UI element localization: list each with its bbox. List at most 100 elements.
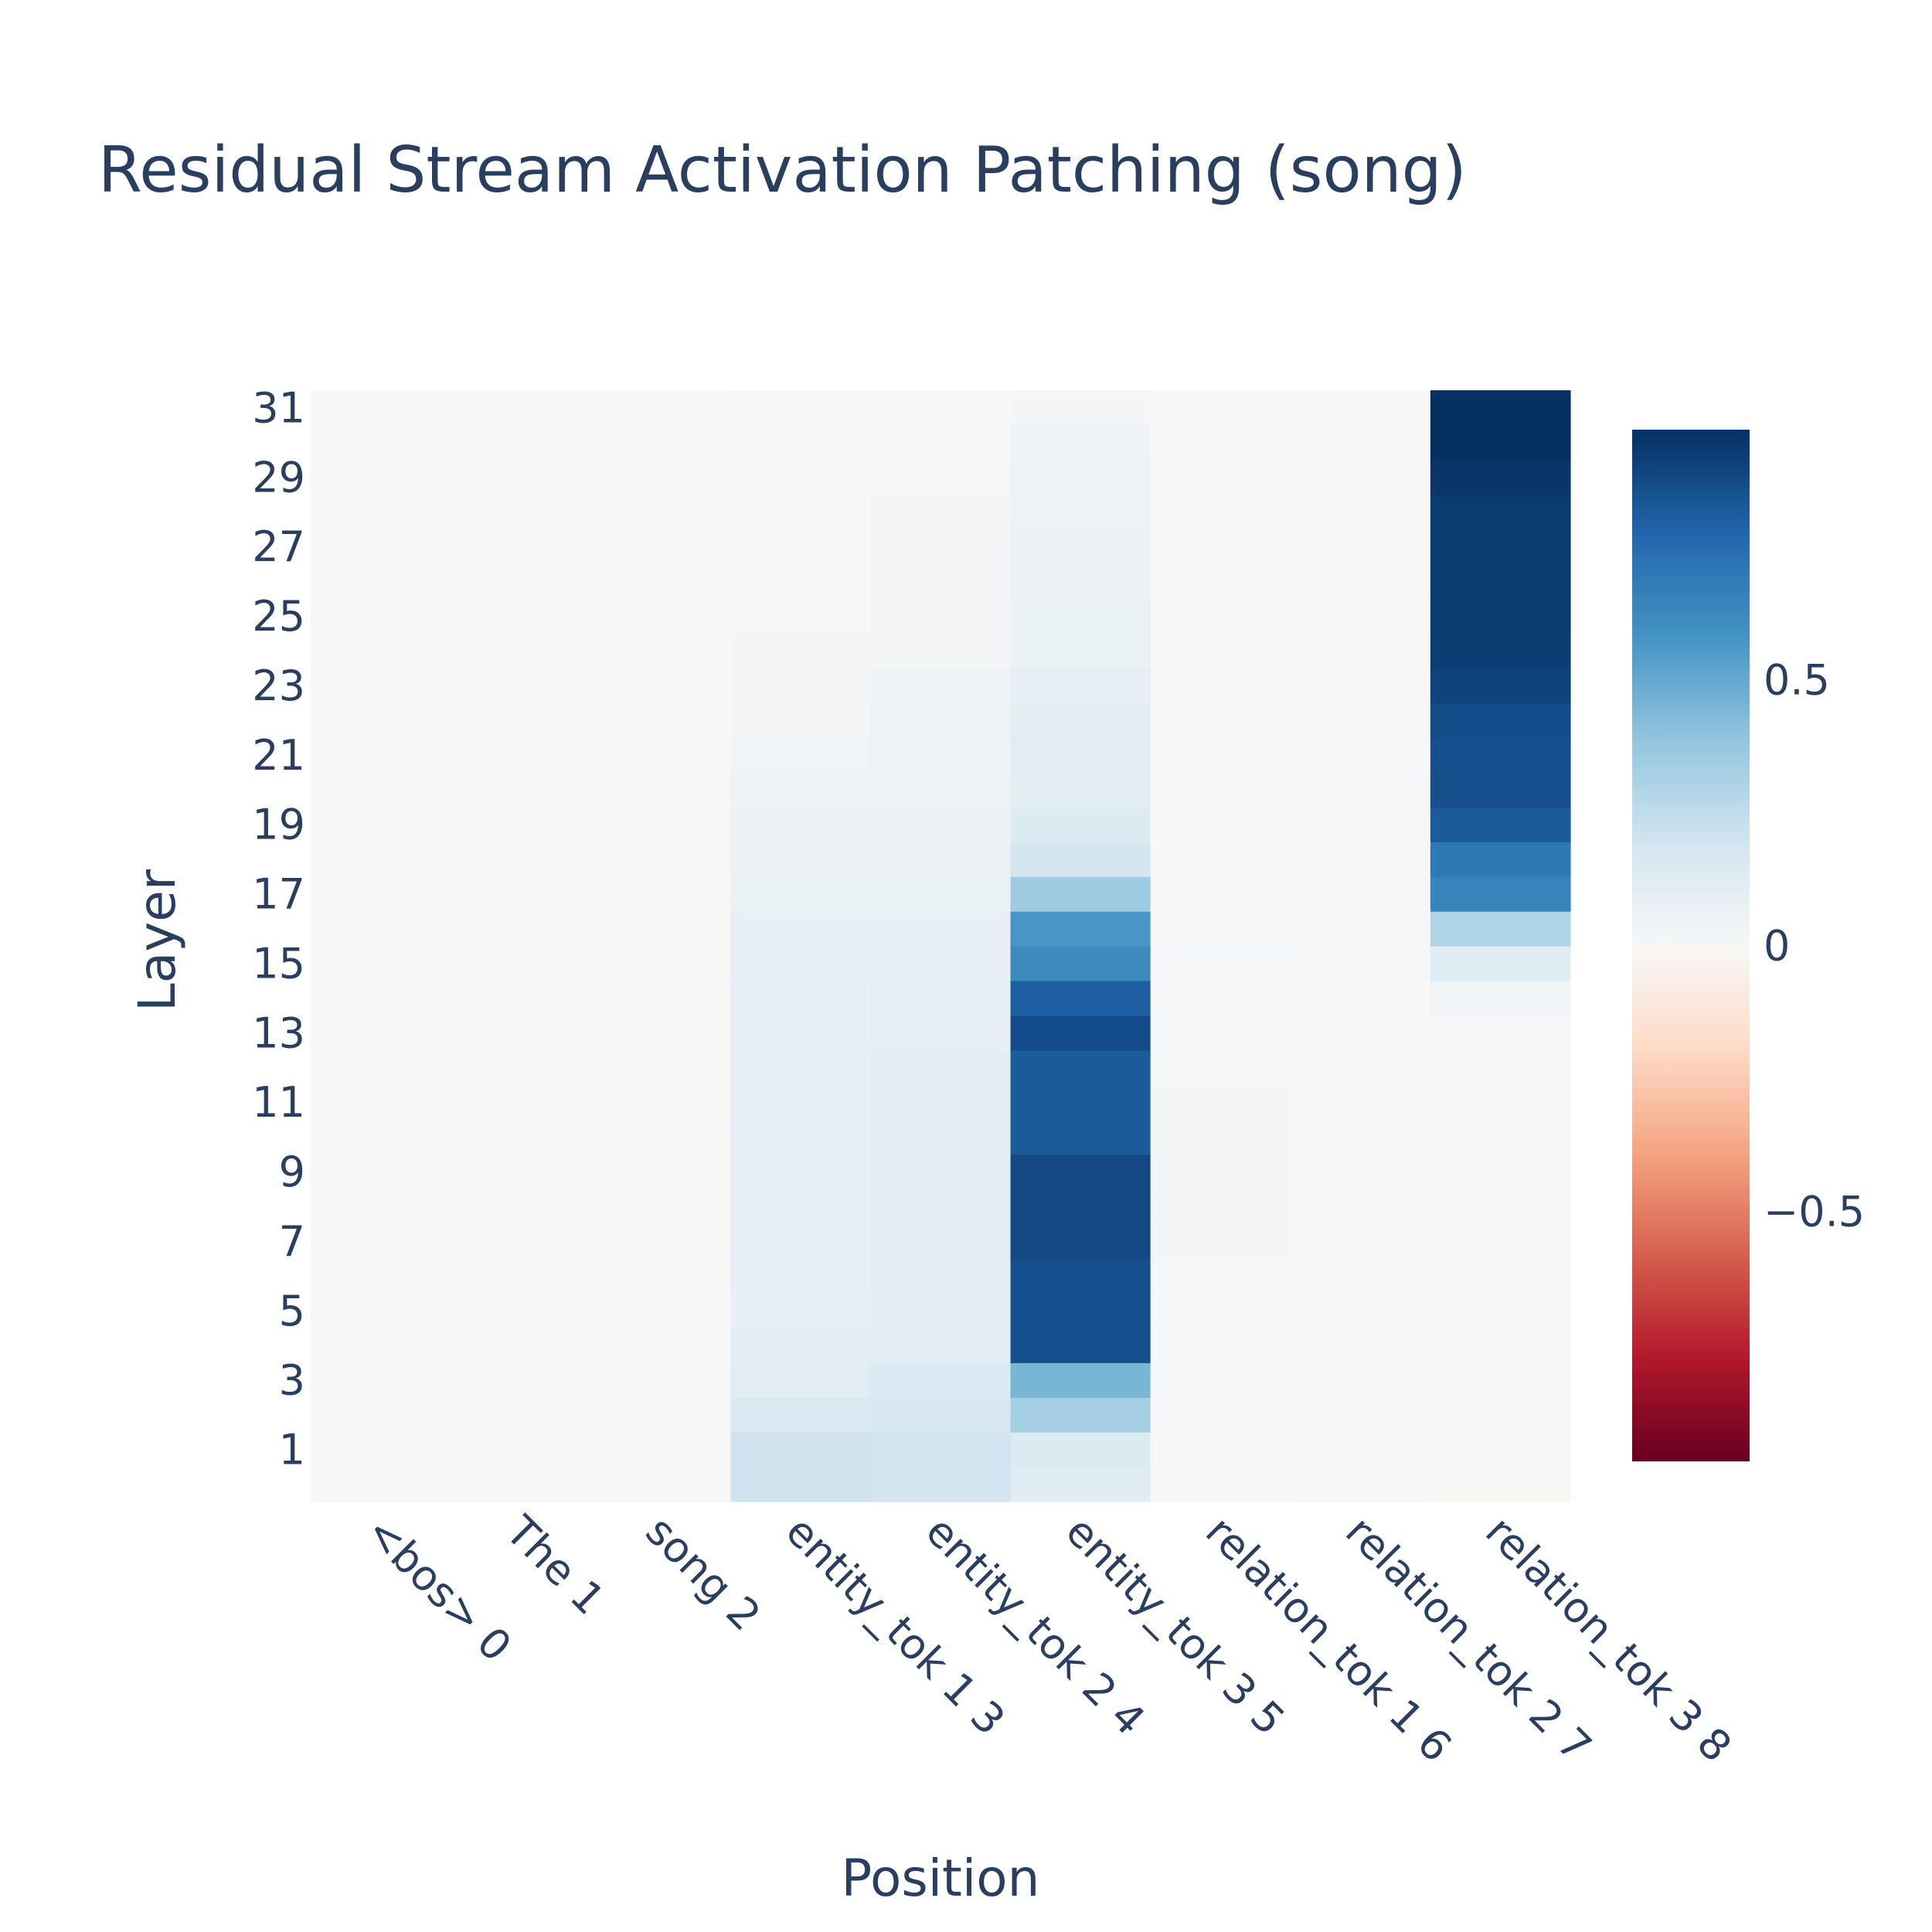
heatmap-cell (1010, 807, 1151, 842)
heatmap-cell (311, 1293, 451, 1328)
heatmap-cell (451, 459, 591, 495)
heatmap-cell (311, 737, 451, 773)
heatmap-cell (311, 1328, 451, 1363)
heatmap-cell (870, 459, 1012, 495)
x-tick-label: <bos> 0 (356, 1507, 520, 1671)
heatmap-cell (730, 1049, 872, 1086)
y-tick-label: 19 (252, 801, 305, 849)
heatmap-cell (1150, 1015, 1291, 1051)
heatmap-cell (451, 842, 591, 877)
heatmap-cell (1150, 668, 1291, 704)
heatmap-cell (1150, 946, 1291, 981)
y-tick-label: 25 (252, 592, 305, 641)
heatmap-cell (590, 946, 731, 981)
y-tick-label: 17 (252, 870, 305, 919)
heatmap-cell (730, 563, 872, 600)
heatmap-cell (1150, 633, 1291, 669)
heatmap-cell (1430, 772, 1571, 808)
heatmap-cell (1290, 633, 1431, 669)
heatmap-cell (311, 1119, 451, 1155)
heatmap-cell (311, 633, 451, 669)
heatmap-cell (311, 946, 451, 981)
heatmap-cell (1010, 633, 1151, 669)
heatmap-cell (1290, 842, 1431, 877)
heatmap-cell (1430, 1154, 1571, 1190)
heatmap-cell (590, 1397, 731, 1433)
heatmap-cell (870, 946, 1012, 981)
heatmap-cell (1290, 911, 1431, 947)
x-tick-label: relation_tok 1 6 (1196, 1507, 1461, 1771)
heatmap-cell (451, 494, 591, 530)
heatmap-cell (1150, 876, 1291, 912)
heatmap-cell (1430, 1015, 1571, 1051)
heatmap-cell (1430, 911, 1571, 947)
heatmap-cell (870, 1154, 1012, 1190)
heatmap-cell (311, 1084, 451, 1121)
heatmap-cell (451, 911, 591, 947)
y-tick-label: 9 (279, 1148, 305, 1196)
heatmap-cell (1290, 1467, 1431, 1502)
heatmap-cell (870, 424, 1012, 461)
heatmap-cell (1290, 1189, 1431, 1225)
heatmap-cell (1150, 1189, 1291, 1225)
heatmap-cell (1010, 1293, 1151, 1328)
heatmap-cell (730, 390, 872, 426)
heatmap-cell (1010, 1119, 1151, 1155)
heatmap-cell (730, 1432, 872, 1468)
heatmap-cell (1290, 1049, 1431, 1086)
heatmap-cell (1150, 1397, 1291, 1433)
heatmap-cell (870, 980, 1012, 1016)
heatmap-cell (870, 1293, 1012, 1328)
heatmap-cell (870, 1119, 1012, 1155)
colorbar (1632, 430, 1750, 1461)
heatmap-cell (311, 668, 451, 704)
heatmap-cell (1150, 1223, 1291, 1260)
heatmap-cell (1010, 390, 1151, 426)
heatmap-cell (1150, 390, 1291, 426)
heatmap-cell (730, 702, 872, 738)
heatmap-cell (451, 1084, 591, 1121)
heatmap-cell (451, 668, 591, 704)
heatmap-cell (311, 459, 451, 495)
heatmap-cell (590, 772, 731, 808)
heatmap-cell (870, 702, 1012, 738)
heatmap-cell (730, 1328, 872, 1363)
heatmap-cell (1010, 1223, 1151, 1260)
heatmap-cell (1010, 1258, 1151, 1294)
heatmap-cell (730, 1154, 872, 1190)
heatmap-cell (730, 1189, 872, 1225)
heatmap-cell (730, 494, 872, 530)
heatmap-cell (1430, 980, 1571, 1016)
heatmap-cell (1290, 1015, 1431, 1051)
y-axis-title: Layer (128, 869, 187, 1012)
heatmap-cell (451, 772, 591, 808)
heatmap-cell (311, 1189, 451, 1225)
heatmap-cell (590, 1049, 731, 1086)
heatmap-cell (1290, 1293, 1431, 1328)
heatmap-cell (590, 459, 731, 495)
colorbar-tick-label: −0.5 (1764, 1188, 1865, 1236)
heatmap-cell (1290, 1084, 1431, 1121)
heatmap-cell (1290, 1362, 1431, 1398)
x-tick-label: relation_tok 2 7 (1336, 1507, 1600, 1771)
chart-title: Residual Stream Activation Patching (son… (98, 134, 1467, 207)
heatmap-cell (590, 911, 731, 947)
heatmap-cell (1150, 807, 1291, 842)
heatmap-cell (1150, 1258, 1291, 1294)
heatmap-cell (1290, 1258, 1431, 1294)
heatmap-cell (870, 598, 1012, 634)
heatmap-cell (1150, 1084, 1291, 1121)
heatmap-cell (870, 1467, 1012, 1502)
heatmap-cell (870, 876, 1012, 912)
heatmap-cell (1150, 1467, 1291, 1502)
heatmap-cell (730, 1084, 872, 1121)
heatmap-cell (311, 494, 451, 530)
heatmap-cell (1290, 1432, 1431, 1468)
heatmap-cell (590, 1154, 731, 1190)
heatmap-cell (870, 1328, 1012, 1363)
heatmap-cell (311, 529, 451, 565)
heatmap-cell (451, 563, 591, 600)
heatmap-cell (1010, 980, 1151, 1016)
heatmap-cell (1290, 702, 1431, 738)
heatmap-cell (311, 424, 451, 461)
